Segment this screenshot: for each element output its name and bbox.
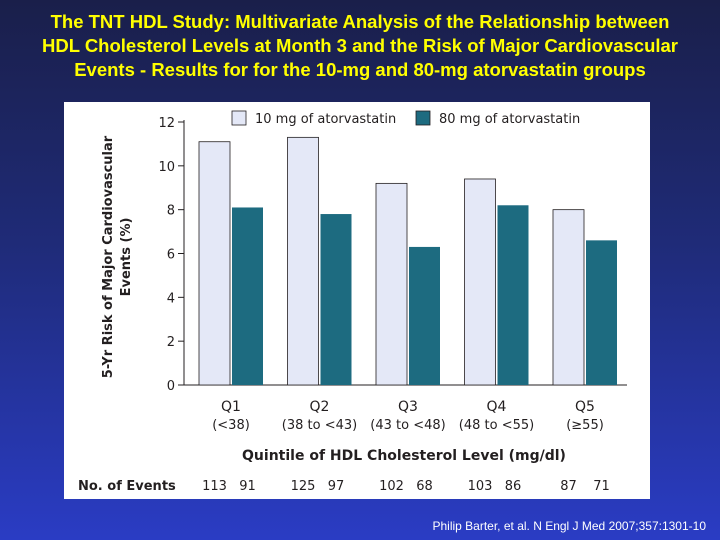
x-tick-label: Q1 [221, 399, 241, 415]
bar-10mg [375, 182, 408, 386]
bar-80mg [497, 205, 529, 385]
y-tick-label: 6 [167, 248, 175, 263]
legend-swatch-80mg [415, 110, 431, 126]
title-line-3: Events - Results for for the 10-mg and 8… [74, 59, 646, 80]
legend-label-10mg: 10 mg of atorvastatin [255, 112, 396, 127]
title-line-1: The TNT HDL Study: Multivariate Analysis… [50, 11, 670, 32]
chart-panel: 0 2 4 6 8 10 12 5-Yr Risk of Major Cardiovascul… [64, 102, 650, 499]
y-tick-label: 10 [158, 160, 175, 175]
event-count-80mg: 71 [593, 479, 610, 494]
bar-80mg [586, 240, 617, 385]
events-row-label: No. of Events [78, 479, 176, 494]
bar-80mg [232, 207, 263, 385]
x-tick-label: Q2 [310, 399, 330, 415]
event-count-80mg: 91 [239, 479, 256, 494]
y-axis-title: Events (%) [119, 218, 134, 297]
slide-title: The TNT HDL Study: Multivariate Analysis… [0, 10, 720, 82]
event-count-80mg: 68 [416, 479, 433, 494]
x-tick-sublabel: (38 to <43) [282, 418, 357, 433]
y-tick-label: 4 [167, 291, 175, 306]
x-tick-label: Q3 [398, 399, 418, 415]
y-tick-label: 12 [158, 116, 175, 131]
x-axis-title: Quintile of HDL Cholesterol Level (mg/dl… [242, 448, 566, 464]
title-line-2: HDL Cholesterol Levels at Month 3 and th… [42, 35, 678, 56]
event-count-80mg: 97 [328, 479, 345, 494]
event-count-10mg: 87 [560, 479, 577, 494]
x-tick-sublabel: (≥55) [566, 418, 604, 433]
bar-80mg [320, 214, 352, 385]
event-count-10mg: 102 [379, 479, 404, 494]
legend-label-80mg: 80 mg of atorvastatin [439, 112, 580, 127]
y-tick-label: 2 [167, 335, 175, 350]
bar-10mg [552, 209, 585, 386]
y-tick-label: 0 [167, 379, 175, 394]
event-count-80mg: 86 [505, 479, 522, 494]
bar-10mg [198, 141, 231, 386]
x-tick-sublabel: (43 to <48) [370, 418, 445, 433]
x-tick-sublabel: (<38) [212, 418, 250, 433]
x-tick-sublabel: (48 to <55) [459, 418, 534, 433]
x-tick-label: Q5 [575, 399, 595, 415]
y-axis-title: 5-Yr Risk of Major Cardiovascular [101, 135, 116, 378]
bar-80mg [409, 246, 440, 385]
x-tick-label: Q4 [487, 399, 507, 415]
legend-swatch-10mg [231, 110, 247, 126]
y-tick-label: 8 [167, 204, 175, 219]
bar-10mg [287, 136, 319, 386]
bar-10mg [464, 178, 496, 386]
event-count-10mg: 125 [291, 479, 316, 494]
citation: Philip Barter, et al. N Engl J Med 2007;… [432, 519, 706, 533]
event-count-10mg: 113 [202, 479, 227, 494]
event-count-10mg: 103 [468, 479, 493, 494]
